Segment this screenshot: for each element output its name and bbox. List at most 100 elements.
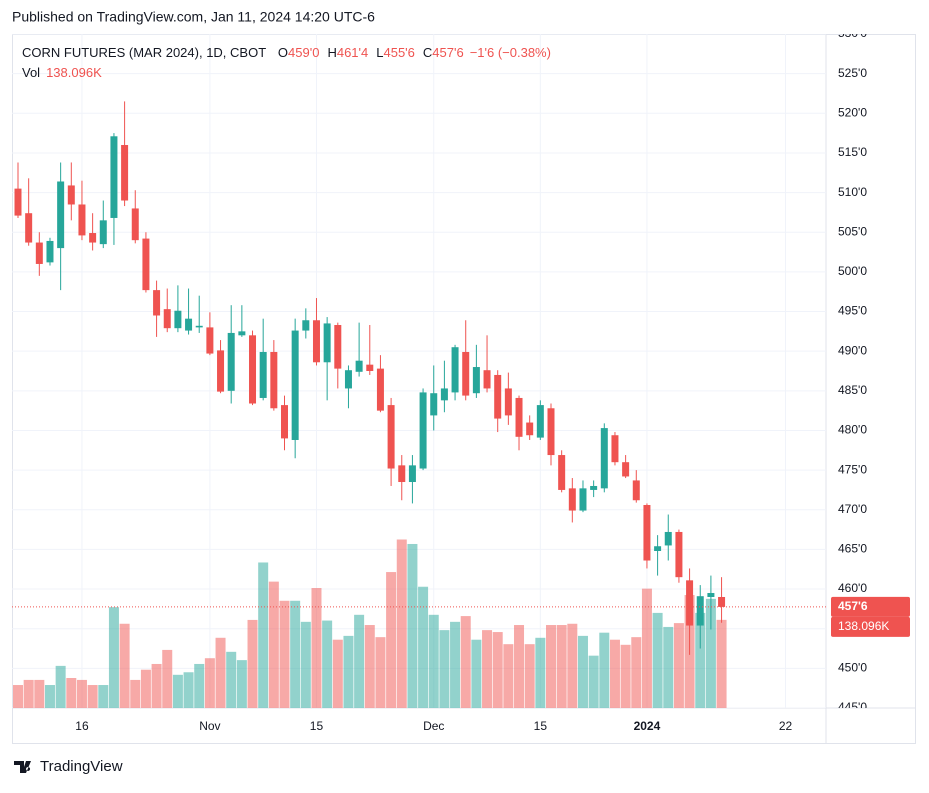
volume-bar [268, 581, 279, 708]
change-value: −1'6 (−0.38%) [470, 45, 551, 60]
y-tick-label: 445'0 [838, 700, 867, 714]
candle-body [142, 238, 150, 291]
volume-bar [300, 621, 311, 708]
ohlc-value: 461'4 [337, 45, 368, 60]
price-axis: 530'0 525'0 520'0 515'0 510'0 505'0 500'0 495'0… [838, 34, 867, 714]
volume-key: Vol [22, 65, 40, 80]
candle-body [526, 422, 534, 436]
y-tick-label: 475'0 [838, 462, 867, 476]
candle-body [366, 364, 374, 371]
symbol-line: CORN FUTURES (MAR 2024), 1D, CBOT O459'0 H… [22, 45, 551, 60]
volume-bar [98, 685, 109, 708]
candle-body [57, 181, 65, 249]
candle-body [536, 405, 544, 438]
candle-body [430, 393, 438, 416]
y-tick-label: 465'0 [838, 542, 867, 556]
volume-bar [524, 644, 535, 708]
volume-bar [236, 660, 247, 708]
volume-bar [130, 679, 141, 708]
last-price-label: 457'6 [838, 599, 868, 613]
volume-bar [66, 678, 77, 708]
volume-line: Vol 138.096K [22, 65, 102, 80]
y-tick-label: 460'0 [838, 581, 867, 595]
volume-bar [375, 637, 386, 708]
volume-badge [831, 616, 910, 637]
volume-bar [663, 626, 674, 708]
candle-body [35, 242, 43, 264]
volume-bar [13, 685, 23, 708]
ohlc-key: C [423, 45, 432, 60]
volume-bar [609, 639, 620, 708]
candle-body [547, 408, 555, 456]
candles [12, 101, 826, 655]
candle-body [440, 388, 448, 401]
y-tick-label: 525'0 [838, 66, 867, 80]
candle-body [195, 325, 203, 328]
symbol-name: CORN FUTURES (MAR 2024), 1D, CBOT [22, 45, 266, 60]
ohlc-value: 455'6 [383, 45, 414, 60]
candle-body [590, 485, 598, 490]
x-tick-label: 15 [310, 719, 324, 733]
candle-body [121, 145, 129, 201]
candle-body [312, 320, 320, 363]
candle-body [515, 397, 523, 437]
candle-body [334, 325, 342, 369]
volume-bar [343, 635, 354, 708]
y-tick-label: 510'0 [838, 185, 867, 199]
volume-bar [226, 651, 237, 708]
volume-bar [247, 619, 258, 708]
volume-bar [87, 685, 98, 708]
volume-bar [482, 630, 493, 708]
volume-bar [119, 623, 130, 708]
volume-bar [716, 619, 727, 708]
volume-bar [620, 644, 631, 708]
volume-value: 138.096K [46, 65, 102, 80]
candle-body [67, 185, 75, 205]
candle-body [110, 136, 118, 218]
volume-bar [279, 600, 290, 708]
y-tick-label: 470'0 [838, 502, 867, 516]
volume-bar [290, 600, 301, 708]
volume-bar [172, 674, 183, 708]
candle-body [398, 465, 406, 483]
candle-body [217, 350, 225, 392]
candle-body [131, 208, 139, 241]
candle-body [291, 330, 299, 440]
volume-bar [23, 679, 34, 708]
volume-bar [418, 586, 429, 708]
candle-body [323, 323, 331, 363]
candle-body [579, 488, 587, 511]
volume-bar [311, 588, 322, 708]
volume-bar [407, 543, 418, 708]
candle-body [718, 596, 726, 607]
candle-body [686, 580, 694, 626]
y-tick-label: 520'0 [838, 105, 867, 119]
last-price-badge [831, 596, 910, 617]
volume-bar [471, 639, 482, 708]
candle-body [14, 188, 22, 216]
candle-body [696, 596, 704, 626]
logo-icon [14, 761, 31, 773]
volume-bar [556, 625, 567, 708]
volume-bar [332, 639, 343, 708]
y-tick-label: 515'0 [838, 145, 867, 159]
candle-body [163, 309, 171, 329]
candle-body [558, 455, 566, 490]
ohlc-key: L [376, 45, 383, 60]
candle-body [664, 531, 672, 546]
volume-bar [108, 607, 119, 708]
volume-bar [354, 614, 365, 708]
candle-body [408, 465, 416, 483]
volume-bar [652, 612, 663, 708]
volume-bar [673, 623, 684, 708]
candle-body [568, 488, 576, 511]
volume-bar [460, 616, 471, 708]
candle-body [227, 332, 235, 391]
y-tick-label: 505'0 [838, 224, 867, 238]
candle-body [504, 388, 512, 416]
x-tick-label: Nov [199, 719, 220, 733]
time-axis: 16 Nov 15 Dec 15 2024 22 [75, 719, 792, 733]
volume-bar [450, 621, 461, 708]
